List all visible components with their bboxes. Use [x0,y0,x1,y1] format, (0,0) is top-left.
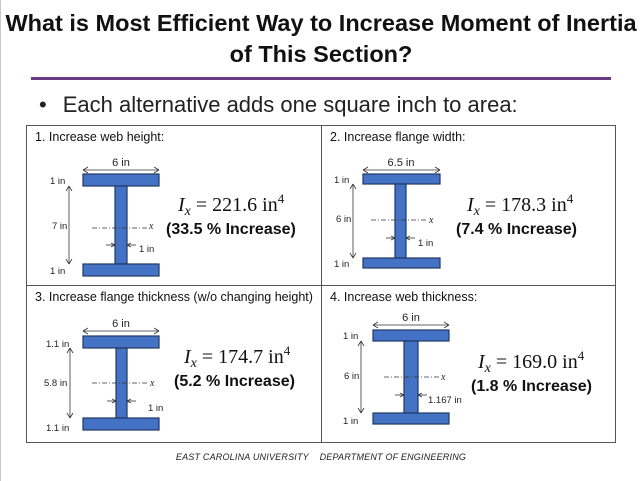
increase-percentage: (7.4 % Increase) [456,221,577,238]
bottom-flange [372,412,450,425]
flange-width-label: 6.5 in [388,157,415,169]
bullet-dot-icon: • [39,92,47,117]
web-thickness-label: 1.167 in [428,395,462,406]
axis-x-label: x [440,372,446,383]
moment-of-inertia-formula: Ix = 178.3 in4 [467,191,574,219]
flange-width-label: 6 in [112,318,130,330]
web-height-label: 5.8 in [44,378,67,389]
web-height-label: 7 in [52,221,67,232]
panel-web-height: 1. Increase web height: 6 in 1 in 7 in 1… [26,125,321,284]
panel-flange-thickness: 3. Increase flange thickness (w/o changi… [26,285,321,444]
top-flange-thickness-label: 1.1 in [46,339,69,350]
bottom-flange [82,417,160,431]
bottom-flange [362,257,441,269]
footer-department: DEPARTMENT OF ENGINEERING [319,452,467,462]
moment-of-inertia-formula: Ix = 174.7 in4 [184,343,291,371]
grid-vertical-divider [321,125,322,443]
moment-of-inertia-formula: Ix = 169.0 in4 [478,348,585,376]
web-height-label: 6 in [336,214,351,225]
title-divider [31,77,611,80]
panel-flange-width: 2. Increase flange width: 6.5 in 1 in 6 … [321,125,616,284]
panel-heading: 1. Increase web height: [35,130,165,144]
web [394,183,407,259]
web-thickness-label: 1 in [148,403,163,414]
footer-university: EAST CAROLINA UNIVERSITY [175,452,309,462]
slide-footer: EAST CAROLINA UNIVERSITY DEPARTMENT OF E… [1,452,640,462]
i-beam-diagram: 6 in 1 in 7 in 1 in x 1 in [50,157,160,277]
panel-heading: 4. Increase web thickness: [330,290,478,304]
bottom-flange [82,263,160,277]
web [114,185,128,265]
top-flange-thickness-label: 1 in [50,176,65,187]
i-beam-diagram: 6 in 1.1 in 5.8 in 1.1 in x 1 in [44,318,163,434]
moment-of-inertia-formula: Ix = 221.6 in4 [178,191,285,219]
top-flange [82,335,160,349]
bullet-point: • Each alternative adds one square inch t… [39,92,518,118]
flange-width-label: 6 in [112,157,130,169]
bottom-flange-thickness-label: 1 in [334,259,349,270]
slide-title: What is Most Efficient Way to Increase M… [5,10,637,67]
bottom-flange-thickness-label: 1.1 in [46,423,69,434]
increase-percentage: (5.2 % Increase) [174,373,295,390]
i-beam-diagram: 6.5 in 1 in 6 in 1 in x 1 in [334,157,441,270]
panel-web-thickness: 4. Increase web thickness: 6 in 1 in 6 i… [321,285,616,444]
i-beam-diagram: 6 in 1 in 6 in 1 in x 1.167 in [343,312,462,427]
top-flange [362,173,441,185]
top-flange-thickness-label: 1 in [343,331,358,342]
bottom-flange-thickness-label: 1 in [50,266,65,277]
top-flange [82,173,160,187]
increase-percentage: (33.5 % Increase) [166,221,296,238]
bullet-text: Each alternative adds one square inch to… [62,92,518,117]
increase-percentage: (1.8 % Increase) [471,378,592,395]
top-flange [372,329,450,342]
panel-heading: 2. Increase flange width: [330,130,466,144]
axis-x-label: x [428,215,434,226]
top-flange-thickness-label: 1 in [334,175,349,186]
axis-x-label: x [149,378,155,389]
web-height-label: 6 in [344,371,359,382]
web-thickness-label: 1 in [139,244,154,255]
web-thickness-label: 1 in [418,238,433,249]
panel-heading: 3. Increase flange thickness (w/o changi… [35,290,313,304]
axis-x-label: x [148,221,154,232]
bottom-flange-thickness-label: 1 in [343,416,358,427]
grid-horizontal-divider [26,285,616,286]
flange-width-label: 6 in [402,312,420,324]
